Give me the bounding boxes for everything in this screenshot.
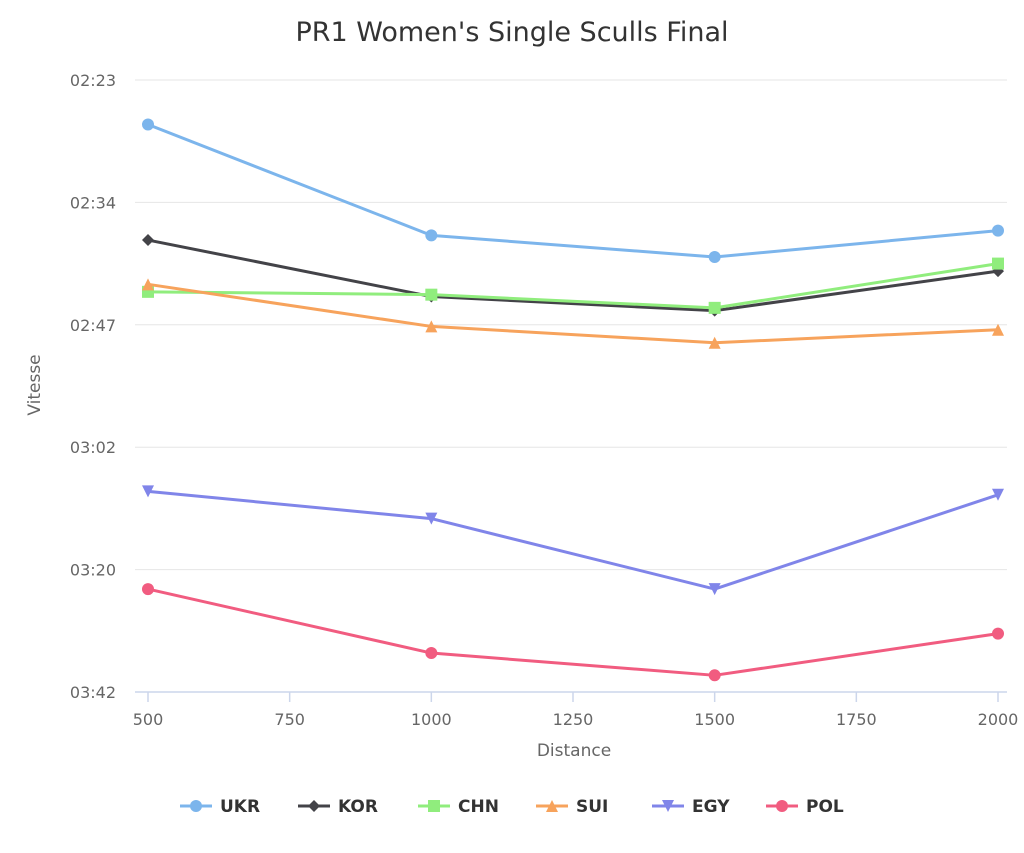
data-point-pol xyxy=(708,669,721,682)
data-point-chn xyxy=(708,301,721,314)
x-tick-label: 750 xyxy=(274,710,305,729)
legend: UKR KOR CHN SUI EGY POL xyxy=(180,797,844,817)
x-tick-label: 2000 xyxy=(978,710,1019,729)
y-tick-label: 02:34 xyxy=(70,193,116,212)
series-line-pol xyxy=(146,587,1000,677)
series-line-kor xyxy=(146,238,1000,313)
y-axis-title: Vitesse xyxy=(25,354,45,415)
legend-item-chn[interactable]: CHN xyxy=(418,797,499,817)
x-tick-label: 1000 xyxy=(411,710,452,729)
data-point-chn xyxy=(992,257,1004,270)
legend-label-kor: KOR xyxy=(338,797,378,817)
series-ukr xyxy=(142,118,1004,264)
legend-item-sui[interactable]: SUI xyxy=(536,797,608,817)
legend-marker-kor xyxy=(308,800,320,812)
x-tick-label: 500 xyxy=(133,710,164,729)
x-tick-label: 1500 xyxy=(694,710,735,729)
x-axis-title: Distance xyxy=(537,741,611,761)
legend-item-ukr[interactable]: UKR xyxy=(180,797,260,817)
data-point-egy xyxy=(708,583,721,596)
series-chn xyxy=(142,257,1004,314)
legend-label-egy: EGY xyxy=(692,797,730,817)
series-line-ukr xyxy=(146,123,1000,259)
series-sui xyxy=(142,278,1004,349)
y-tick-label: 03:20 xyxy=(70,561,116,580)
data-point-sui xyxy=(708,336,721,349)
y-tick-label: 03:42 xyxy=(70,683,116,702)
data-point-pol xyxy=(142,583,154,596)
legend-marker-chn xyxy=(428,800,440,812)
y-tick-label: 02:23 xyxy=(70,71,116,90)
legend-marker-egy xyxy=(662,800,674,812)
series-egy xyxy=(142,485,1004,596)
x-axis: 500 750 1000 1250 1500 1750 2000 xyxy=(133,691,1019,729)
x-tick-label: 1750 xyxy=(836,710,877,729)
series-line-sui xyxy=(146,282,1000,345)
series-line-egy xyxy=(146,489,1000,591)
legend-item-pol[interactable]: POL xyxy=(766,797,844,817)
data-point-kor xyxy=(142,234,154,247)
chart-title: PR1 Women's Single Sculls Final xyxy=(295,17,728,48)
legend-marker-sui xyxy=(546,800,558,812)
series-line-chn xyxy=(146,262,1000,310)
data-point-ukr xyxy=(708,251,721,264)
data-point-pol xyxy=(425,647,438,660)
data-point-ukr xyxy=(425,229,438,242)
data-point-chn xyxy=(425,288,438,301)
grid-lines xyxy=(135,79,1007,571)
data-point-sui xyxy=(142,278,154,291)
legend-marker-pol xyxy=(776,800,788,812)
legend-label-ukr: UKR xyxy=(220,797,260,817)
y-tick-label: 02:47 xyxy=(70,316,116,335)
legend-marker-ukr xyxy=(190,800,202,812)
y-axis: 02:23 02:34 02:47 03:02 03:20 03:42 xyxy=(70,71,116,702)
data-point-ukr xyxy=(142,118,154,131)
legend-item-kor[interactable]: KOR xyxy=(298,797,378,817)
legend-label-pol: POL xyxy=(806,797,844,817)
data-point-egy xyxy=(142,485,154,498)
data-point-pol xyxy=(992,627,1004,640)
data-point-egy xyxy=(425,512,438,525)
data-point-ukr xyxy=(992,224,1004,237)
legend-item-egy[interactable]: EGY xyxy=(652,797,730,817)
legend-label-chn: CHN xyxy=(458,797,499,817)
data-point-sui xyxy=(992,323,1004,336)
data-point-sui xyxy=(425,320,438,333)
x-tick-label: 1250 xyxy=(553,710,594,729)
series-group xyxy=(142,118,1004,682)
data-point-egy xyxy=(992,488,1004,501)
legend-label-sui: SUI xyxy=(576,797,608,817)
series-pol xyxy=(142,583,1004,682)
y-tick-label: 03:02 xyxy=(70,438,116,457)
